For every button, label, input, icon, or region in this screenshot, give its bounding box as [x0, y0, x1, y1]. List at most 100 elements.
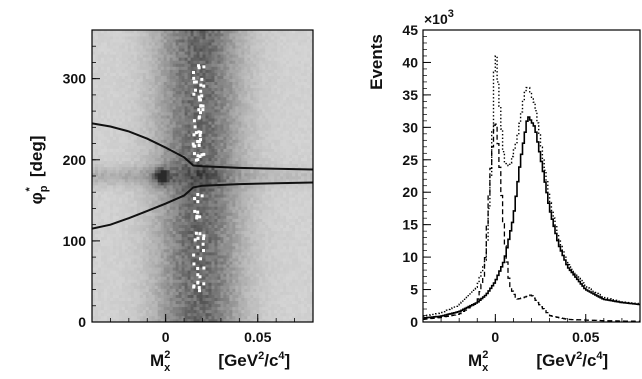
heatmap-cell: [178, 200, 182, 204]
heatmap-cell: [154, 96, 159, 101]
heatmap-cell: [112, 127, 117, 131]
heatmap-cell: [100, 264, 105, 268]
heatmap-cell: [112, 84, 117, 89]
heatmap-cell: [163, 188, 167, 192]
heatmap-cell: [202, 197, 206, 201]
heatmap-cell: [100, 303, 105, 308]
heatmap-cell: [103, 179, 108, 183]
heatmap-cell: [124, 136, 129, 140]
heatmap-cell: [241, 230, 245, 235]
heatmap-cell: [169, 206, 173, 210]
heatmap-cell: [103, 312, 108, 317]
heatmap-cell: [244, 54, 248, 58]
heatmap-cell: [181, 300, 185, 305]
heatmap-cell: [157, 30, 161, 34]
heatmap-cell: [139, 72, 144, 76]
heatmap-cell: [109, 245, 114, 250]
heatmap-cell: [211, 297, 215, 302]
heatmap-cell: [154, 288, 159, 292]
heatmap-cell: [136, 106, 141, 110]
heatmap-cell: [142, 267, 147, 271]
heatmap-cell: [127, 54, 132, 58]
heatmap-cell: [196, 151, 200, 156]
heatmap-cell: [154, 194, 159, 198]
heatmap-cell: [151, 191, 156, 195]
heatmap-cell: [157, 270, 161, 274]
heatmap-cell: [151, 300, 156, 305]
heatmap-cell: [145, 84, 150, 89]
heatmap-cell: [223, 264, 227, 268]
heatmap-cell: [157, 36, 161, 40]
heatmap-cell: [115, 69, 120, 73]
heatmap-cell: [106, 148, 111, 152]
heatmap-cell: [166, 209, 170, 213]
heatmap-cell: [208, 93, 212, 98]
heatmap-cell: [166, 242, 170, 247]
heatmap-cell: [202, 48, 206, 52]
heatmap-cell: [232, 106, 236, 110]
heatmap-cell: [145, 230, 150, 235]
heatmap-cell: [232, 276, 236, 280]
heatmap-cell: [223, 69, 227, 73]
heatmap-cell: [133, 99, 138, 104]
heatmap-cell: [223, 230, 227, 235]
heatmap-cell: [196, 318, 200, 322]
heatmap-cell: [127, 309, 132, 314]
heatmap-cell: [181, 221, 185, 225]
heatmap-cell: [106, 151, 111, 156]
heatmap-cell: [103, 48, 108, 52]
heatmap-cell: [127, 78, 132, 83]
heatmap-cell: [235, 224, 239, 229]
heatmap-cell: [145, 139, 150, 143]
heatmap-cell: [139, 103, 144, 107]
heatmap-cell: [238, 172, 242, 177]
heatmap-cell: [151, 179, 156, 183]
heatmap-cell: [190, 245, 194, 250]
heatmap-cell: [214, 209, 218, 213]
heatmap-cell: [235, 200, 239, 204]
heatmap-cell: [92, 33, 96, 37]
heatmap-cell: [232, 267, 236, 271]
heatmap-cell: [190, 133, 194, 137]
heatmap-cell: [100, 209, 105, 213]
heatmap-cell: [142, 84, 147, 89]
heatmap-cell: [139, 245, 144, 250]
heatmap-cell: [178, 142, 182, 146]
heatmap-cell: [151, 112, 156, 116]
heatmap-cell: [199, 176, 203, 180]
heatmap-cell: [217, 45, 221, 49]
heatmap-cell: [148, 249, 153, 253]
heatmap-cell: [178, 318, 182, 322]
heatmap-cell: [121, 279, 126, 283]
heatmap-cell: [121, 285, 126, 289]
heatmap-cell: [187, 318, 191, 322]
heatmap-cell: [172, 145, 176, 149]
heatmap-cell: [175, 233, 179, 238]
heatmap-cell: [229, 197, 233, 201]
heatmap-cell: [175, 30, 179, 34]
heatmap-cell: [235, 218, 239, 222]
heatmap-cell: [190, 30, 194, 34]
heatmap-cell: [163, 239, 167, 244]
heatmap-cell: [166, 197, 170, 201]
heatmap-cell: [92, 136, 96, 140]
heatmap-cell: [187, 33, 191, 37]
heatmap-cell: [103, 249, 108, 253]
heatmap-cell: [124, 252, 129, 256]
heatmap-cell: [241, 78, 245, 83]
heatmap-cell: [175, 203, 179, 207]
heatmap-cell: [244, 230, 248, 235]
heatmap-cell: [154, 115, 159, 119]
heatmap-cell: [199, 300, 203, 305]
heatmap-cell: [244, 249, 248, 253]
heatmap-cell: [205, 157, 209, 162]
heatmap-cell: [181, 124, 185, 128]
heatmap-cell: [220, 96, 224, 101]
heatmap-cell: [115, 84, 120, 89]
heatmap-cell: [109, 87, 114, 92]
heatmap-cell: [226, 306, 230, 311]
heatmap-cell: [172, 309, 176, 314]
heatmap-cell: [232, 282, 236, 286]
heatmap-cell: [202, 145, 206, 149]
heatmap-cell: [229, 261, 233, 265]
